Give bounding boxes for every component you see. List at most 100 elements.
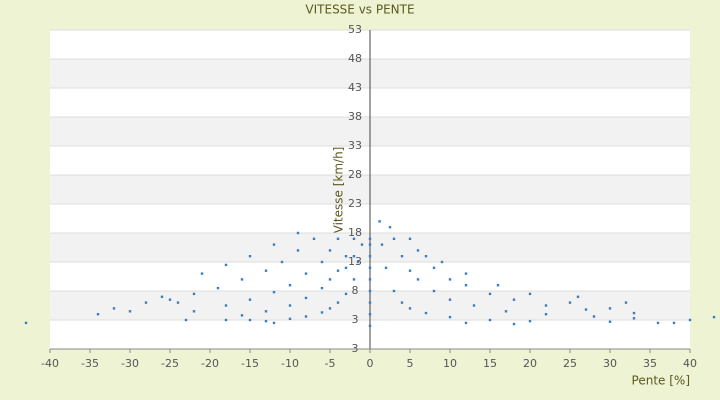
point: [400, 301, 404, 304]
point: [304, 272, 308, 275]
point: [424, 255, 428, 258]
point: [312, 237, 316, 240]
point: [544, 304, 548, 307]
y-axis-title: Vitesse [km/h]: [332, 147, 346, 234]
point: [432, 266, 436, 269]
point: [288, 284, 292, 287]
point: [528, 292, 532, 296]
point: [632, 317, 636, 320]
point: [240, 314, 244, 317]
point: [24, 321, 28, 325]
point: [368, 324, 372, 327]
x-tick-label: 40: [683, 357, 697, 370]
x-tick-label: 25: [563, 357, 577, 370]
point: [360, 243, 364, 246]
y-tick-label: 53: [348, 23, 362, 36]
x-tick-label: 30: [603, 357, 617, 370]
point: [264, 310, 268, 313]
point: [184, 318, 188, 322]
point: [280, 260, 284, 264]
point: [344, 292, 348, 296]
x-tick-label: -25: [161, 357, 179, 370]
chart-title: VITESSE vs PENTE: [305, 3, 414, 17]
point: [384, 266, 388, 269]
point: [368, 289, 372, 293]
y-tick-label: 38: [348, 110, 362, 123]
point: [388, 226, 392, 229]
point: [336, 237, 340, 240]
point: [408, 269, 412, 272]
point: [488, 292, 492, 296]
point: [336, 269, 340, 272]
point: [672, 321, 676, 325]
point: [344, 255, 348, 258]
y-tick-label: 43: [348, 81, 362, 94]
x-tick-label: 5: [407, 357, 414, 370]
point: [192, 292, 196, 296]
point: [356, 260, 360, 264]
x-tick-label: -40: [41, 357, 59, 370]
point: [144, 301, 148, 304]
point: [352, 237, 356, 240]
x-tick-label: 0: [367, 357, 374, 370]
point: [624, 301, 628, 304]
point: [688, 318, 692, 322]
point: [488, 318, 492, 322]
point: [216, 286, 220, 290]
point: [378, 220, 381, 223]
point: [320, 286, 324, 290]
point: [392, 237, 396, 240]
x-tick-label: 35: [643, 357, 657, 370]
point: [416, 278, 420, 281]
x-tick-label: -20: [201, 357, 219, 370]
point: [472, 304, 476, 307]
point: [368, 313, 372, 316]
point: [112, 307, 116, 310]
point: [608, 307, 612, 310]
y-tick-label: 48: [348, 52, 362, 65]
point: [424, 311, 428, 315]
point: [248, 255, 252, 258]
x-tick-label: -15: [241, 357, 259, 370]
point: [168, 298, 172, 301]
y-tick-label: 3: [352, 313, 359, 326]
point: [304, 296, 308, 300]
point: [352, 255, 356, 258]
point: [272, 243, 276, 246]
point: [272, 290, 276, 294]
point: [224, 263, 228, 267]
point: [464, 321, 468, 325]
y-tick-label: 13: [348, 255, 362, 268]
point: [432, 289, 436, 293]
point: [512, 298, 516, 301]
point: [656, 321, 660, 325]
x-axis-title: Pente [%]: [632, 374, 690, 388]
point: [464, 272, 468, 275]
x-tick-label: -10: [281, 357, 299, 370]
point: [344, 266, 348, 269]
point: [380, 243, 384, 246]
point: [528, 319, 532, 323]
x-tick-label: 20: [523, 357, 537, 370]
point: [296, 231, 300, 235]
point: [496, 284, 500, 287]
point: [336, 301, 340, 304]
point: [296, 249, 300, 252]
point: [320, 260, 324, 264]
point: [440, 260, 444, 264]
point: [272, 321, 276, 325]
point: [176, 301, 180, 304]
point: [288, 304, 292, 307]
point: [240, 278, 244, 281]
point: [592, 315, 596, 318]
point: [544, 313, 548, 316]
point: [304, 315, 308, 318]
point: [128, 310, 132, 313]
point: [576, 295, 580, 298]
point: [248, 318, 252, 322]
point: [608, 320, 612, 323]
y-tick-label: 8: [352, 284, 359, 297]
point: [96, 313, 100, 316]
point: [368, 278, 372, 281]
